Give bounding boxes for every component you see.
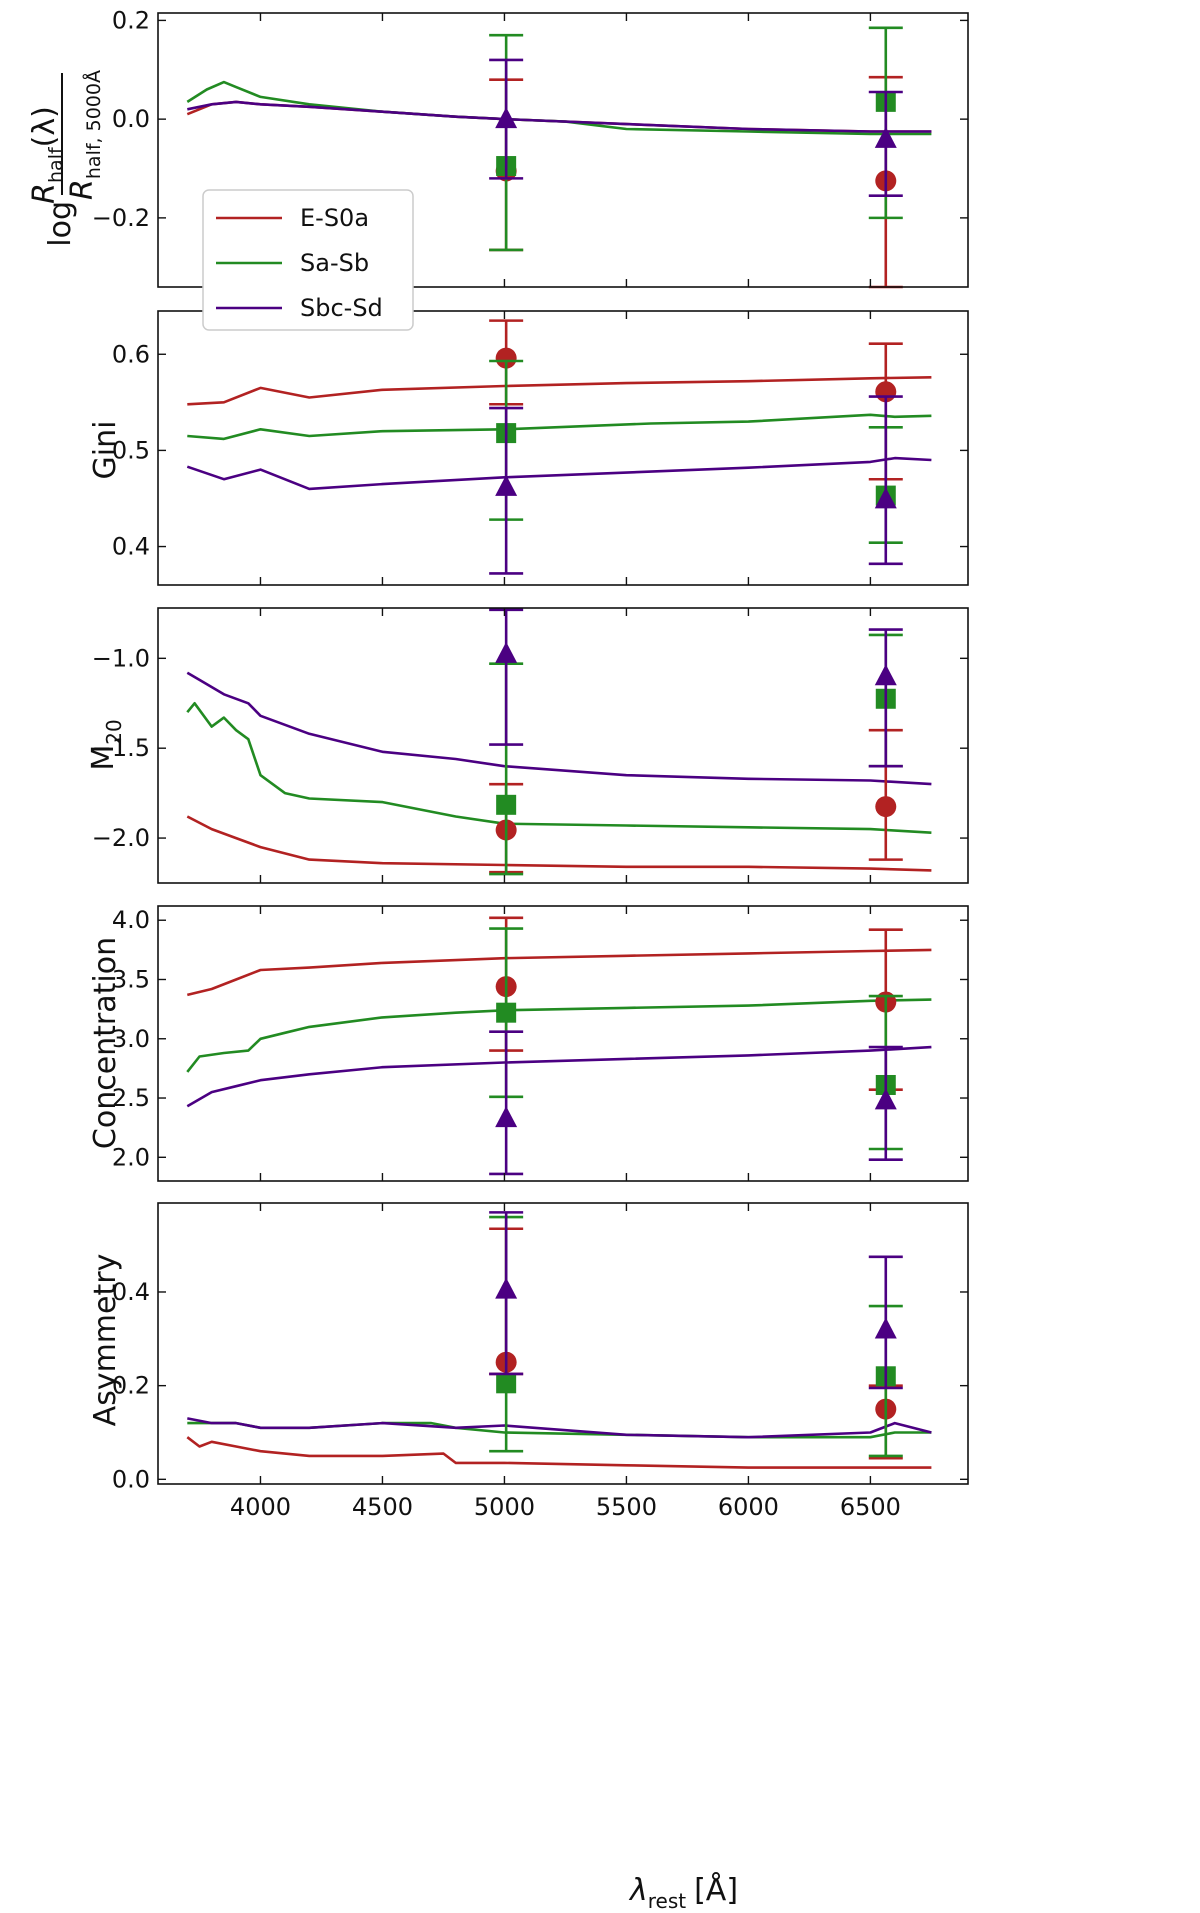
rhalf-ytick-label-1: 0.0 [112,105,150,133]
asymmetry-ylabel: Asymmetry [88,1254,123,1427]
xtick-label-6000: 6000 [718,1493,779,1521]
m20-sbc-sd-6563-marker-triangle [874,664,897,686]
m20-ytick-label-2: −1.0 [92,644,150,672]
gini-points-group [489,319,903,575]
concentration-series-group [186,948,932,1108]
gini-ytick-label-1: 0.5 [112,436,150,464]
rhalf-points-group [489,26,903,289]
m20-ytick-label-1: −1.5 [92,734,150,762]
concentration-ytick-label-1: 2.5 [112,1084,150,1112]
rhalf-series-group [186,80,932,136]
asymmetry-line-sbc-sd [187,1417,932,1439]
asymmetry-sbc-sd-6563-marker-triangle [874,1317,897,1339]
legend-label-sa-sb: Sa-Sb [300,249,369,277]
panel-asymmetry: 0.0 0.2 0.4 4000 4500 5000 5500 6000 6500 [112,1202,969,1521]
concentration-line-e-s0a [186,948,932,997]
x-axis-label-unit: [Å] [694,1872,738,1908]
asymmetry-ytick-label-2: 0.4 [112,1278,150,1306]
gini-line-sbc-sd [186,456,932,491]
concentration-sbc-sd-6563-marker-triangle [874,1088,897,1110]
concentration-sbc-sd-5007-marker-triangle [495,1106,518,1128]
xtick-label-6500: 6500 [840,1493,901,1521]
panel-concentration: 2.0 2.5 3.0 3.5 4.0 [112,905,969,1182]
concentration-line-sa-sb [186,998,932,1073]
panel-rhalf: −0.2 0.0 0.2 [92,6,969,289]
gini-line-e-s0a [187,376,932,406]
rhalf-axes-frame [157,12,969,288]
rhalf-ylabel-log: log [43,201,78,247]
concentration-ytick-label-0: 2.0 [112,1143,150,1171]
panel-m20: −2.0 −1.5 −1.0 [92,607,969,884]
asymmetry-ytick-label-1: 0.2 [112,1372,150,1400]
m20-sbc-sd-5007-marker-triangle [495,641,518,663]
asymmetry-line-e-s0a [186,1436,932,1469]
m20-series-group [186,671,932,872]
gini-ytick-label-2: 0.6 [112,340,150,368]
gini-ytick-label-0: 0.4 [112,533,150,561]
rhalf-ytick-label-0: −0.2 [92,204,150,232]
concentration-sa-sb-5007-marker-square [496,1002,517,1023]
xtick-label-4000: 4000 [230,1493,291,1521]
m20-sa-sb-5007-marker-square [496,794,517,815]
rhalf-ylabel-den-main: R [65,179,100,200]
concentration-line-sbc-sd [186,1045,932,1108]
concentration-ytick-label-4: 4.0 [112,906,150,934]
gini-e-s0a-5007-marker-circle [495,347,517,369]
x-axis-label: λrest [Å] [628,1872,738,1913]
gini-ylabel: Gini [88,421,123,480]
legend-box [202,189,414,331]
legend-label-sbc-sd: Sbc-Sd [300,294,383,322]
concentration-axes-frame [157,905,969,1182]
asymmetry-sa-sb-5007-marker-square [496,1373,517,1394]
m20-ylabel-main: M [86,745,121,771]
m20-axes-frame [157,607,969,884]
rhalf-ytick-label-2: 0.2 [112,6,150,34]
panels-group: −0.2 0.0 0.2 0.4 0.5 0.6 −2.0 −1.5 −1.0 2.0 2.5 3.0… [92,6,969,1521]
asymmetry-points-group [489,1211,903,1460]
m20-ylabel: M20 [86,719,126,770]
m20-line-sa-sb [186,701,932,834]
legend: E-S0a Sa-Sb Sbc-Sd [202,189,414,331]
rhalf-ylabel-den: Rhalf, 5000Å [65,70,105,200]
gini-axes-frame [157,310,969,586]
xtick-label-5000: 5000 [474,1493,535,1521]
asymmetry-axes-frame [157,1202,969,1485]
m20-e-s0a-6563-marker-circle [875,796,897,818]
x-axis-label-main: λ [628,1873,648,1908]
rhalf-ylabel-num-sub: half [45,146,67,183]
panel-gini: 0.4 0.5 0.6 [112,310,969,586]
m20-ytick-label-0: −2.0 [92,824,150,852]
concentration-ytick-label-2: 3.0 [112,1025,150,1053]
m20-points-group [489,608,903,876]
rhalf-line-sbc-sd [187,100,932,133]
m20-line-e-s0a [186,815,932,872]
rhalf-ylabel-num-main: R [27,183,62,204]
concentration-ylabel: Concentration [88,937,123,1149]
rhalf-ylabel-den-sub: half, 5000Å [82,70,105,179]
x-axis-label-sub: rest [648,1889,687,1913]
xtick-label-4500: 4500 [352,1493,413,1521]
xtick-label-5500: 5500 [596,1493,657,1521]
concentration-ytick-label-3: 3.5 [112,965,150,993]
rhalf-ylabel: log Rhalf(λ) Rhalf, 5000Å [27,70,105,247]
concentration-points-group [489,916,903,1176]
asymmetry-sbc-sd-5007-marker-triangle [495,1277,518,1299]
asymmetry-series-group [186,1417,932,1469]
rhalf-sbc-sd-5007-marker-triangle [495,107,518,129]
rhalf-ylabel-num-rest: (λ) [27,106,62,147]
gini-sbc-sd-6563-marker-triangle [874,487,897,509]
m20-ylabel-sub: 20 [102,719,126,744]
gini-sbc-sd-5007-marker-triangle [495,474,518,496]
asymmetry-ytick-label-0: 0.0 [112,1465,150,1493]
legend-label-e-s0a: E-S0a [300,204,369,232]
m20-line-sbc-sd [186,671,932,786]
rhalf-sbc-sd-6563-marker-triangle [874,126,897,148]
